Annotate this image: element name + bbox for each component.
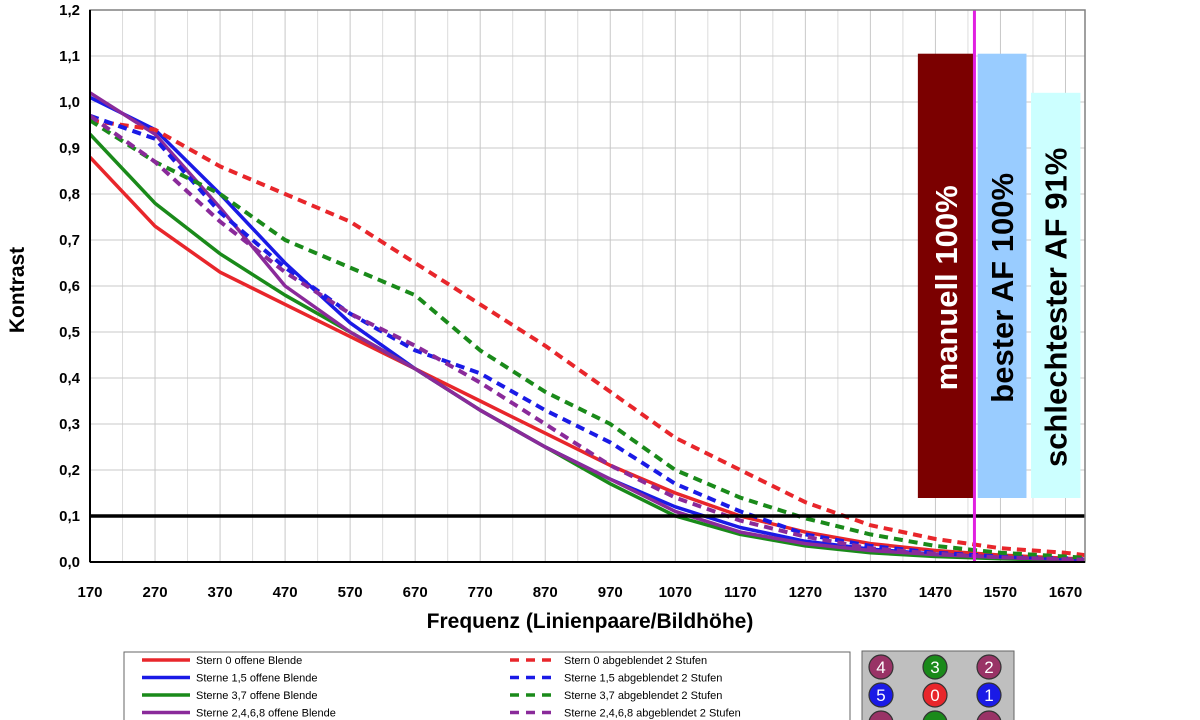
x-tick-label: 470	[273, 584, 298, 601]
position-dot	[976, 654, 1002, 680]
y-tick-label: 1,1	[59, 48, 80, 65]
legend-label-0: Stern 0 offene Blende	[196, 655, 302, 667]
y-axis-title: Kontrast	[6, 247, 29, 333]
series-line-7	[90, 114, 1085, 562]
position-dot-label: 3	[930, 658, 939, 677]
position-dot	[922, 654, 948, 680]
chart-series-lines	[90, 91, 1085, 562]
legend-label-2: Sterne 3,7 offene Blende	[196, 690, 318, 702]
position-dot-label: 5	[876, 686, 885, 705]
x-tick-label: 770	[468, 584, 493, 601]
x-tick-label: 1270	[789, 584, 822, 601]
annotation-bar-label-2: schlechtester AF 91%	[1039, 148, 1074, 467]
position-dot	[868, 682, 894, 708]
legend-box	[123, 651, 851, 720]
position-dot	[976, 710, 1002, 720]
chart-tick-labels: 170 270 370 470 570 670 770 870 970 1070 1170 1270 1…	[59, 2, 1082, 601]
annotation-bar-1	[977, 53, 1027, 498]
x-axis-title: Frequenz (Linienpaare/Bildhöhe)	[427, 610, 754, 633]
annotation-bar-0	[917, 53, 975, 498]
annotation-bar-label-0: manuell 100%	[929, 185, 964, 390]
series-line-6	[90, 118, 1085, 560]
x-tick-label: 1170	[724, 584, 757, 601]
series-line-4	[90, 118, 1085, 558]
position-dot	[922, 710, 948, 720]
position-dot	[868, 710, 894, 720]
legend-label-1: Sterne 1,5 offene Blende	[196, 673, 318, 685]
x-tick-label: 1670	[1049, 584, 1082, 601]
x-tick-label: 370	[208, 584, 233, 601]
y-tick-label: 0,1	[59, 508, 80, 525]
annotation-bar-2	[1031, 92, 1081, 499]
y-tick-label: 0,9	[59, 140, 80, 157]
position-dot	[868, 654, 894, 680]
x-tick-label: 970	[598, 584, 623, 601]
annotation-bar-label-1: bester AF 100%	[985, 173, 1020, 403]
legend-label-6: Sterne 3,7 abgeblendet 2 Stufen	[564, 690, 722, 702]
x-tick-label: 870	[533, 584, 558, 601]
legend-label-4: Stern 0 abgeblendet 2 Stufen	[564, 655, 707, 667]
y-tick-label: 1,0	[59, 94, 80, 111]
x-tick-label: 270	[143, 584, 168, 601]
x-tick-label: 570	[338, 584, 363, 601]
x-tick-label: 1570	[984, 584, 1017, 601]
chart-reference-lines	[90, 10, 1085, 562]
y-tick-label: 0,7	[59, 232, 80, 249]
credit-text: © Archiv	[12, 686, 72, 703]
position-dot-label: 1	[984, 686, 993, 705]
y-tick-label: 0,3	[59, 416, 80, 433]
x-tick-label: 1470	[919, 584, 952, 601]
chart-bars: manuell 100% bester AF 100% schlechtester …	[917, 53, 1081, 499]
y-tick-label: 0,2	[59, 462, 80, 479]
x-tick-label: 170	[77, 584, 102, 601]
position-dot-label: 0	[930, 686, 939, 705]
x-tick-label: 1070	[659, 584, 692, 601]
x-tick-label: 1370	[854, 584, 887, 601]
y-tick-label: 1,2	[59, 2, 80, 19]
x-tick-label: 670	[403, 584, 428, 601]
legend-label-3: Sterne 2,4,6,8 offene Blende	[196, 708, 336, 720]
y-tick-label: 0,4	[59, 370, 81, 387]
chart-axes	[89, 9, 1086, 563]
legend-label-7: Sterne 2,4,6,8 abgeblendet 2 Stufen	[564, 708, 741, 720]
position-dot	[922, 682, 948, 708]
position-dot-label: 2	[984, 658, 993, 677]
y-tick-label: 0,5	[59, 324, 80, 341]
legend: Stern 0 offene Blende Sterne 1,5 offene B…	[123, 651, 851, 720]
position-dot-label: 4	[876, 658, 885, 677]
legend-label-5: Sterne 1,5 abgeblendet 2 Stufen	[564, 673, 722, 685]
position-dot	[976, 682, 1002, 708]
y-tick-label: 0,6	[59, 278, 80, 295]
y-tick-label: 0,0	[59, 554, 80, 571]
y-tick-label: 0,8	[59, 186, 80, 203]
legend-position-panel: 4 3 2 5 0 1	[861, 650, 1015, 720]
